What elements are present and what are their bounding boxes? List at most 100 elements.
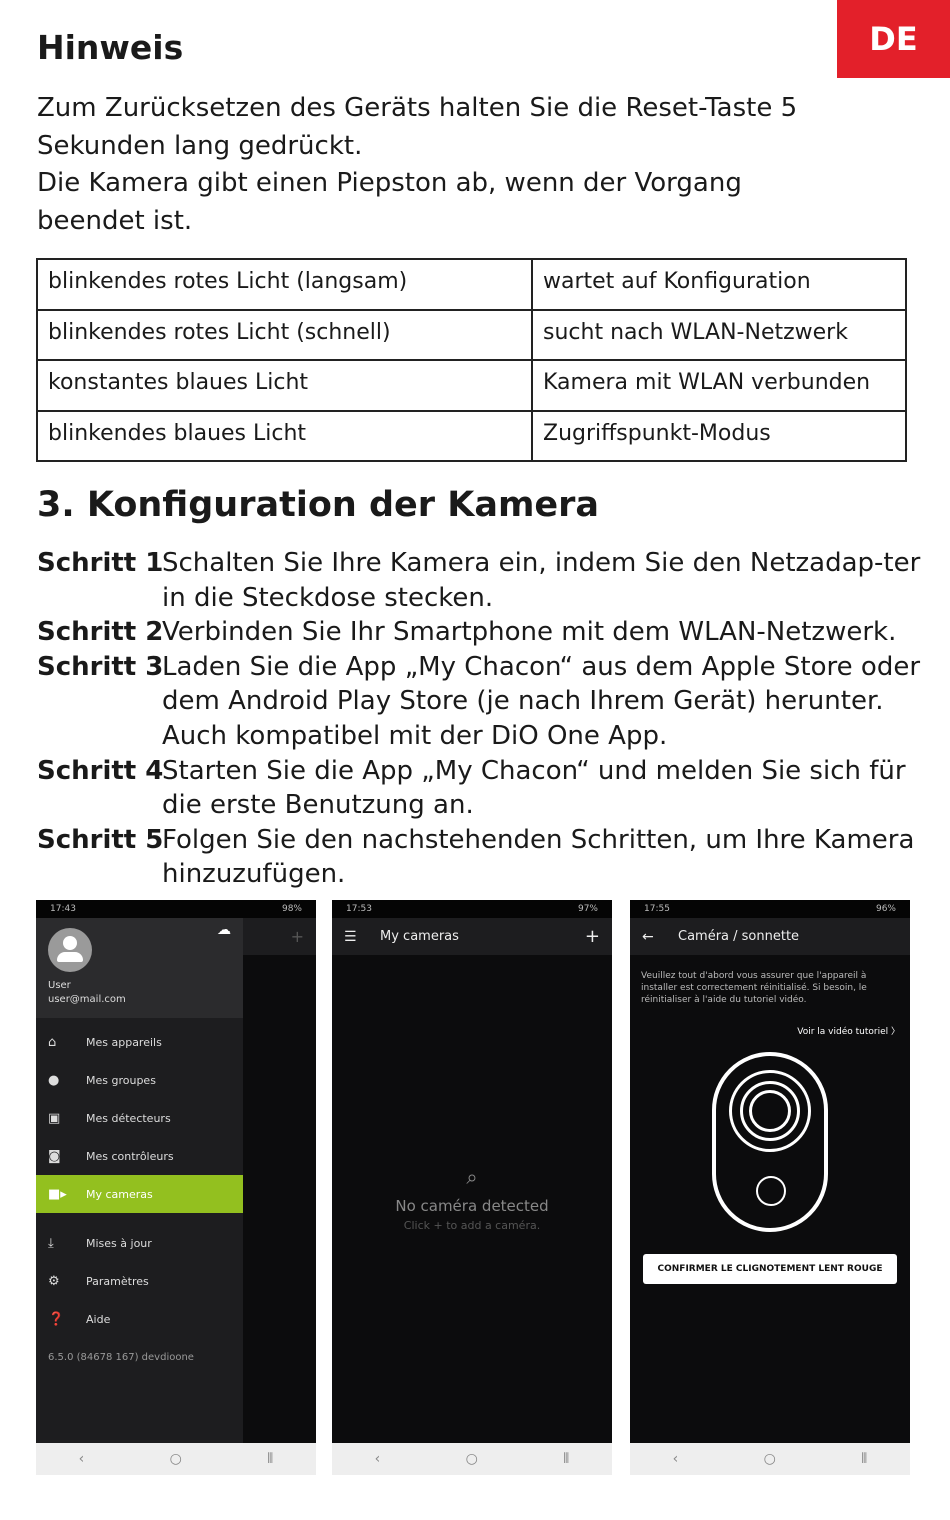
recents-button[interactable]: ⦀: [563, 1451, 570, 1467]
step-text: Verbinden Sie Ihr Smartphone mit dem WLA…: [162, 617, 897, 648]
note-title: Hinweis: [37, 28, 184, 67]
led-meaning: Kamera mit WLAN verbunden: [531, 359, 907, 412]
hamburger-menu-icon[interactable]: ☰: [344, 928, 357, 945]
led-state: blinkendes rotes Licht (schnell): [36, 308, 533, 361]
menu-label: Aide: [86, 1312, 111, 1326]
home-button[interactable]: ○: [465, 1451, 478, 1467]
step-item: Schritt 1 Schalten Sie Ihre Kamera ein, i…: [37, 546, 927, 615]
menu-item-my-cameras[interactable]: ■▸ My cameras: [36, 1175, 243, 1213]
empty-state-hint: Click + to add a caméra.: [403, 1219, 541, 1232]
screen-title: My cameras: [380, 929, 459, 944]
controller-icon: ◙: [48, 1148, 61, 1164]
status-battery: 97%: [577, 904, 598, 914]
menu-label: Mes détecteurs: [86, 1111, 171, 1125]
step-label: Schritt 1: [37, 548, 164, 578]
plus-icon: +: [290, 927, 304, 946]
menu-item-mises-a-jour[interactable]: ⤓ Mises à jour: [36, 1224, 243, 1262]
video-tutorial-link[interactable]: Voir la vidéo tutoriel 〉: [797, 1027, 900, 1037]
screen-title: Caméra / sonnette: [678, 929, 800, 944]
home-button[interactable]: ○: [763, 1451, 776, 1467]
step-item: Schritt 2 Verbinden Sie Ihr Smartphone mi…: [37, 615, 927, 650]
menu-label: Mes contrôleurs: [86, 1149, 174, 1163]
note-line: Sekunden lang gedrückt.: [37, 130, 363, 161]
menu-item-appareils[interactable]: ⌂ Mes appareils: [36, 1023, 243, 1061]
download-icon: ⤓: [48, 1235, 54, 1251]
menu-label: My cameras: [86, 1187, 153, 1201]
table-row: blinkendes rotes Licht (langsam) wartet a…: [36, 258, 907, 311]
recents-button[interactable]: ⦀: [861, 1451, 868, 1467]
led-status-table: blinkendes rotes Licht (langsam) wartet a…: [36, 258, 907, 462]
avatar: [48, 928, 92, 972]
video-camera-icon: ■▸: [48, 1186, 67, 1202]
step-label: Schritt 4: [37, 755, 164, 786]
step-label: Schritt 5: [37, 824, 164, 855]
home-button[interactable]: ○: [169, 1451, 182, 1467]
menu-label: Mes groupes: [86, 1073, 156, 1087]
led-meaning: Zugriffspunkt-Modus: [531, 409, 907, 462]
help-icon: ❓: [48, 1311, 65, 1327]
step-label: Schritt 2: [37, 617, 164, 648]
note-line: Die Kamera gibt einen Piepston ab, wenn …: [37, 168, 742, 198]
led-meaning: wartet auf Konfiguration: [531, 258, 907, 311]
led-state: konstantes blaues Licht: [36, 359, 533, 412]
app-version: 6.5.0 (84678 167) devdioone: [48, 1351, 194, 1363]
step-item: Schritt 5 Folgen Sie den nachstehenden Sc…: [37, 823, 927, 892]
note-line: beendet ist.: [37, 205, 193, 236]
cloud-icon: ☁: [217, 922, 231, 938]
menu-item-controleurs[interactable]: ◙ Mes contrôleurs: [36, 1137, 243, 1175]
screenshot-menu: 17:43 98% + ☁ User user@mail.com ⌂ Mes app…: [36, 900, 316, 1475]
note-line: Zum Zurücksetzen des Geräts halten Sie d…: [37, 93, 798, 123]
back-arrow-icon[interactable]: ←: [642, 928, 654, 945]
table-row: blinkendes blaues Licht Zugriffspunkt-Mod…: [36, 409, 907, 462]
menu-item-groupes[interactable]: ● Mes groupes: [36, 1061, 243, 1099]
user-email: user@mail.com: [48, 994, 126, 1005]
status-battery: 98%: [281, 904, 302, 914]
led-meaning: sucht nach WLAN-Netzwerk: [531, 308, 907, 361]
recents-button[interactable]: ⦀: [267, 1451, 274, 1467]
toolbar: ← Caméra / sonnette: [630, 918, 910, 955]
menu-label: Mises à jour: [86, 1236, 152, 1250]
back-button[interactable]: ‹: [672, 1451, 679, 1467]
status-time: 17:53: [346, 904, 372, 914]
user-name: User: [48, 980, 71, 991]
confirm-blink-button[interactable]: CONFIRMER LE CLIGNOTEMENT LENT ROUGE: [643, 1254, 897, 1284]
toolbar: ☰ My cameras +: [332, 918, 612, 955]
status-bar: 17:43 98%: [36, 900, 316, 918]
android-navbar: ‹ ○ ⦀: [332, 1443, 612, 1475]
menu-label: Paramètres: [86, 1274, 149, 1288]
drawer-header: ☁ User user@mail.com: [36, 918, 243, 1018]
add-camera-button[interactable]: +: [584, 926, 600, 947]
table-row: konstantes blaues Licht Kamera mit WLAN v…: [36, 359, 907, 412]
note-text: Zum Zurücksetzen des Geräts halten Sie d…: [37, 90, 897, 240]
detector-icon: ▣: [48, 1110, 61, 1126]
steps-list: Schritt 1 Schalten Sie Ihre Kamera ein, i…: [37, 546, 927, 892]
screenshot-my-cameras: 17:53 97% ☰ My cameras + ⌕ No caméra detect…: [332, 900, 612, 1475]
empty-state-title: No caméra detected: [395, 1197, 549, 1215]
menu-item-detecteurs[interactable]: ▣ Mes détecteurs: [36, 1099, 243, 1137]
menu-item-aide[interactable]: ❓ Aide: [36, 1300, 243, 1338]
android-navbar: ‹ ○ ⦀: [630, 1443, 910, 1475]
gear-icon: ⚙: [48, 1273, 60, 1289]
group-icon: ●: [48, 1072, 60, 1088]
step-label: Schritt 3: [37, 651, 164, 682]
step-text: Schalten Sie Ihre Kamera ein, indem Sie …: [162, 548, 921, 613]
led-state: blinkendes blaues Licht: [36, 409, 533, 462]
doorbell-illustration: [712, 1052, 828, 1232]
step-text: Folgen Sie den nachstehenden Schritten, …: [162, 824, 915, 890]
step-text: Laden Sie die App „My Chacon“ aus dem Ap…: [162, 651, 921, 751]
menu-label: Mes appareils: [86, 1035, 162, 1049]
android-navbar: ‹ ○ ⦀: [36, 1443, 316, 1475]
back-button[interactable]: ‹: [78, 1451, 85, 1467]
status-bar: 17:55 96%: [630, 900, 910, 918]
language-badge: DE: [837, 0, 950, 78]
status-time: 17:55: [644, 904, 670, 914]
home-icon: ⌂: [48, 1034, 57, 1050]
step-text: Starten Sie die App „My Chacon“ und meld…: [162, 755, 906, 821]
status-bar: 17:53 97%: [332, 900, 612, 918]
step-item: Schritt 3 Laden Sie die App „My Chacon“ a…: [37, 650, 927, 754]
step-item: Schritt 4 Starten Sie die App „My Chacon“…: [37, 754, 927, 823]
status-battery: 96%: [875, 904, 896, 914]
menu-item-parametres[interactable]: ⚙ Paramètres: [36, 1262, 243, 1300]
back-button[interactable]: ‹: [374, 1451, 381, 1467]
section-title: 3. Konfiguration der Kamera: [37, 485, 600, 525]
